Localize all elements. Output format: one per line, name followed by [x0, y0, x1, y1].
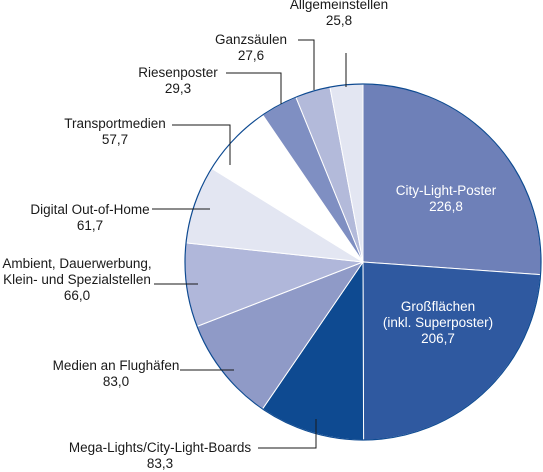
leader-line: [258, 419, 317, 449]
slice-name: Allgemeinstellen: [290, 0, 388, 12]
slice-value: 27,6: [238, 48, 264, 63]
slice-name: Ambient, Dauerwerbung,: [2, 256, 151, 271]
slice-label: Allgemeinstellen 25,8: [290, 0, 388, 28]
slice-label: Mega-Lights/City-Light-Boards 83,3: [69, 440, 252, 471]
slice-label: Ganzsäulen 27,6: [215, 32, 287, 63]
leader-line: [172, 124, 231, 165]
slice-label: Großflächen (inkl. Superposter) 206,7: [383, 299, 493, 346]
slice-label: City-Light-Poster 226,8: [396, 183, 497, 214]
leader-line: [226, 72, 282, 104]
slice-name: Ganzsäulen: [215, 32, 287, 47]
pie-outline: [184, 83, 542, 441]
pie-slice: [362, 83, 542, 276]
slice-name: (inkl. Superposter): [383, 315, 493, 330]
slice-name: Transportmedien: [64, 116, 166, 131]
pie-slices: [184, 83, 542, 441]
slice-label: Transportmedien 57,7: [64, 116, 166, 147]
slice-name: Mega-Lights/City-Light-Boards: [69, 440, 252, 455]
leader-line: [298, 39, 315, 90]
slice-name: Klein- und Spezialstellen: [3, 272, 151, 287]
slice-name: Digital Out-of-Home: [30, 202, 149, 217]
slice-value: 57,7: [102, 132, 128, 147]
slice-value: 25,8: [326, 13, 352, 28]
slice-name: Riesenposter: [138, 65, 218, 80]
slice-label: Medien an Flughäfen 83,0: [53, 358, 180, 389]
pie-slice: [362, 261, 542, 441]
slice-name: Medien an Flughäfen: [53, 358, 180, 373]
slice-value: 83,0: [103, 374, 129, 389]
slice-name: City-Light-Poster: [396, 183, 497, 198]
slice-label: Digital Out-of-Home 61,7: [30, 202, 149, 233]
slice-value: 66,0: [64, 288, 90, 303]
slice-label: Ambient, Dauerwerbung, Klein- und Spezial…: [2, 256, 151, 303]
slice-label: Riesenposter 29,3: [138, 65, 218, 96]
slice-value: 206,7: [421, 331, 455, 346]
slice-value: 61,7: [77, 218, 103, 233]
slice-value: 29,3: [165, 81, 191, 96]
slice-labels: City-Light-Poster 226,8 Großflächen (inkl. …: [2, 0, 496, 471]
leader-lines: [152, 39, 347, 449]
slice-name: Großflächen: [401, 299, 475, 314]
slice-value: 83,3: [147, 456, 173, 471]
slice-value: 226,8: [429, 199, 463, 214]
